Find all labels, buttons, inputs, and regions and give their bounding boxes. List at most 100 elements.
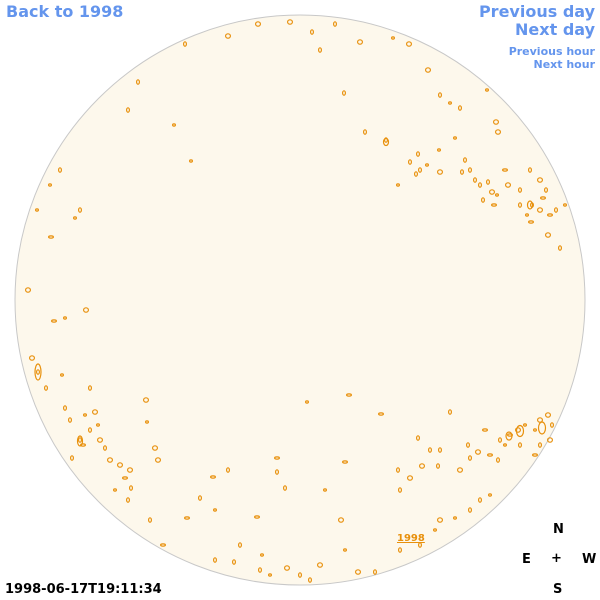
feature-contour xyxy=(57,167,62,173)
feature-contour xyxy=(357,39,364,45)
feature-contour xyxy=(546,213,553,217)
feature-contour xyxy=(260,553,265,557)
feature-contour xyxy=(468,455,473,461)
feature-contour xyxy=(514,427,521,433)
compass-north: N xyxy=(553,522,564,537)
feature-contour xyxy=(198,495,203,501)
feature-contour xyxy=(543,187,548,193)
feature-contour xyxy=(34,363,42,381)
feature-contour xyxy=(47,183,52,187)
feature-contour xyxy=(226,467,231,473)
feature-contour xyxy=(463,157,468,163)
feature-contour xyxy=(527,220,534,224)
back-to-year-link[interactable]: Back to 1998 xyxy=(6,2,124,21)
feature-contour xyxy=(102,445,107,451)
feature-contour xyxy=(437,169,444,175)
feature-contour xyxy=(378,412,385,416)
feature-contour xyxy=(183,41,188,47)
previous-hour-link[interactable]: Previous hour xyxy=(508,45,595,58)
feature-contour xyxy=(106,457,113,463)
feature-contour xyxy=(419,463,426,469)
feature-contour xyxy=(398,547,403,553)
feature-contour xyxy=(373,569,378,575)
feature-contour xyxy=(515,424,525,438)
feature-contour xyxy=(489,189,496,195)
feature-contour xyxy=(238,542,243,548)
feature-contour xyxy=(121,476,128,480)
feature-contour xyxy=(34,208,39,212)
feature-contour xyxy=(407,475,414,481)
feature-contour xyxy=(287,19,294,25)
feature-contour xyxy=(448,409,453,415)
feature-contour xyxy=(453,136,458,140)
feature-contour xyxy=(460,169,465,175)
feature-contour xyxy=(425,163,430,167)
feature-contour xyxy=(305,400,310,404)
feature-contour xyxy=(414,171,419,177)
feature-contour xyxy=(213,508,218,512)
feature-contour xyxy=(125,497,130,503)
feature-contour xyxy=(82,413,87,417)
feature-contour xyxy=(478,182,483,188)
feature-contour xyxy=(59,373,64,377)
magnetic-feature-contours xyxy=(25,19,567,583)
feature-contour xyxy=(254,515,261,519)
feature-contour xyxy=(333,21,338,27)
previous-day-link[interactable]: Previous day xyxy=(478,2,595,21)
feature-contour xyxy=(406,41,413,47)
feature-contour xyxy=(482,428,489,432)
feature-contour xyxy=(342,90,347,96)
feature-contour xyxy=(155,457,162,463)
feature-contour xyxy=(343,548,348,552)
feature-contour xyxy=(129,485,134,491)
feature-contour xyxy=(458,105,463,111)
feature-contour xyxy=(503,443,508,447)
feature-contour xyxy=(143,397,150,403)
next-day-link[interactable]: Next day xyxy=(515,20,595,39)
feature-contour xyxy=(537,421,547,435)
feature-contour xyxy=(537,442,542,448)
feature-contour xyxy=(145,420,150,424)
feature-contour xyxy=(258,567,263,573)
feature-contour xyxy=(396,183,401,187)
feature-contour xyxy=(72,216,77,220)
compass-center: + xyxy=(551,551,562,566)
feature-contour xyxy=(398,487,403,493)
feature-contour xyxy=(505,182,512,188)
feature-contour xyxy=(50,319,57,323)
feature-contour xyxy=(532,428,537,432)
feature-contour xyxy=(491,203,498,207)
feature-contour xyxy=(544,232,551,238)
feature-contour xyxy=(481,197,486,203)
feature-contour xyxy=(112,488,117,492)
year-link[interactable]: 1998 xyxy=(397,533,425,544)
feature-contour xyxy=(557,245,562,251)
feature-contour xyxy=(91,409,98,415)
feature-contour xyxy=(284,565,291,571)
feature-contour xyxy=(498,437,503,443)
feature-contour xyxy=(76,435,84,447)
feature-contour xyxy=(478,497,483,503)
next-hour-link[interactable]: Next hour xyxy=(533,58,596,71)
feature-contour xyxy=(475,449,482,455)
feature-contour xyxy=(466,442,471,448)
feature-contour xyxy=(308,577,313,583)
feature-contour xyxy=(418,167,423,173)
feature-contour xyxy=(418,542,423,548)
feature-contour xyxy=(517,442,522,448)
feature-contour xyxy=(485,88,490,92)
feature-contour xyxy=(184,516,191,520)
feature-contour xyxy=(384,137,389,143)
feature-contour xyxy=(116,462,123,468)
feature-contour xyxy=(29,355,36,361)
feature-contour xyxy=(495,129,502,135)
feature-contour xyxy=(43,385,48,391)
feature-contour xyxy=(77,437,82,443)
feature-contour xyxy=(437,517,444,523)
feature-contour xyxy=(95,423,100,427)
feature-contour xyxy=(526,200,534,210)
feature-contour xyxy=(126,467,133,473)
feature-contour xyxy=(210,475,217,479)
feature-contour xyxy=(25,287,32,293)
feature-contour xyxy=(468,507,473,513)
